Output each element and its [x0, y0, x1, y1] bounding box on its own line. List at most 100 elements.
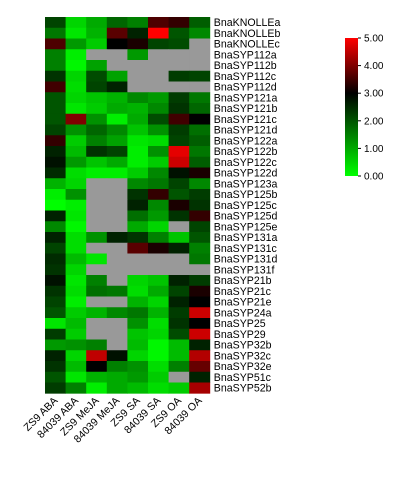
heatmap-cell — [189, 328, 211, 340]
heatmap-cell — [148, 339, 169, 351]
heatmap-cell — [86, 221, 108, 233]
heatmap-cell — [148, 296, 169, 308]
heatmap-cell — [127, 242, 149, 254]
heatmap-cell — [127, 92, 149, 104]
heatmap-cell — [65, 361, 87, 373]
row-label: BnaSYP131f — [214, 264, 275, 276]
heatmap-cell — [127, 38, 149, 50]
row-label: BnaSYP32b — [214, 340, 272, 352]
row-label: BnaSYP112d — [214, 82, 277, 94]
row-label: BnaSYP131a — [214, 232, 278, 244]
heatmap-cell — [127, 146, 149, 158]
row-label: BnaSYP121c — [214, 114, 278, 126]
heatmap-cell — [189, 146, 211, 158]
heatmap-cell — [127, 167, 149, 179]
heatmap-cell — [127, 60, 149, 72]
heatmap-cell — [45, 60, 66, 72]
heatmap-cell — [148, 210, 169, 222]
heatmap-cell — [65, 242, 87, 254]
heatmap-cell — [168, 307, 190, 319]
heatmap-cell — [65, 113, 87, 125]
heatmap-cell — [86, 382, 108, 394]
heatmap-cell — [168, 146, 190, 158]
row-label: BnaSYP51c — [214, 372, 272, 384]
heatmap-cell — [168, 113, 190, 125]
heatmap-cell — [127, 124, 149, 136]
heatmap-cell — [189, 124, 211, 136]
heatmap-cell — [106, 264, 128, 276]
heatmap-cell — [168, 92, 190, 104]
heatmap-cell — [106, 146, 128, 158]
heatmap-cell — [148, 38, 169, 50]
heatmap-cell — [86, 232, 108, 244]
heatmap-cell — [106, 361, 128, 373]
heatmap-cell — [168, 318, 190, 330]
heatmap-cell — [45, 275, 66, 287]
row-label: BnaSYP32e — [214, 361, 272, 373]
heatmap-cell — [148, 221, 169, 233]
heatmap-cell — [65, 167, 87, 179]
heatmap-cell — [189, 17, 211, 29]
heatmap-cell — [148, 382, 169, 394]
heatmap-cell — [65, 221, 87, 233]
row-label: BnaSYP121b — [214, 103, 278, 115]
heatmap-cell — [189, 113, 211, 125]
heatmap-cell — [148, 371, 169, 383]
heatmap-cell — [127, 318, 149, 330]
heatmap-cell — [65, 124, 87, 136]
heatmap-cell — [168, 328, 190, 340]
heatmap-cell — [148, 199, 169, 211]
heatmap-cell — [86, 167, 108, 179]
heatmap-cell — [189, 92, 211, 104]
heatmap-cell — [168, 17, 190, 29]
heatmap-cell — [148, 361, 169, 373]
heatmap-cell — [127, 328, 149, 340]
heatmap-cell — [86, 210, 108, 222]
heatmap-cell — [45, 253, 66, 265]
heatmap-cell — [106, 232, 128, 244]
heatmap-cell — [106, 199, 128, 211]
heatmap-cell — [65, 382, 87, 394]
heatmap-cell — [45, 350, 66, 362]
row-label: BnaSYP122a — [214, 135, 278, 147]
heatmap-cell — [45, 339, 66, 351]
heatmap-cell — [86, 371, 108, 383]
heatmap-cell — [168, 27, 190, 39]
heatmap-cell — [127, 232, 149, 244]
row-label: BnaSYP125d — [214, 211, 278, 223]
heatmap-cell — [45, 382, 66, 394]
heatmap-cell — [127, 285, 149, 297]
heatmap-cell — [65, 232, 87, 244]
heatmap-cell — [189, 81, 211, 93]
row-label: BnaSYP131c — [214, 243, 278, 255]
row-label: BnaSYP32c — [214, 350, 272, 362]
heatmap-cell — [127, 199, 149, 211]
heatmap-cell — [45, 189, 66, 201]
heatmap-cell — [86, 307, 108, 319]
heatmap-cell — [127, 103, 149, 115]
heatmap-cell — [106, 318, 128, 330]
heatmap-cell — [65, 199, 87, 211]
heatmap-cell — [86, 242, 108, 254]
heatmap-cell — [148, 328, 169, 340]
heatmap-cell — [189, 232, 211, 244]
heatmap-cell — [168, 371, 190, 383]
heatmap-cell — [127, 135, 149, 147]
heatmap-cell — [86, 199, 108, 211]
heatmap-cell — [127, 221, 149, 233]
heatmap-cell — [86, 124, 108, 136]
heatmap-cell — [86, 49, 108, 61]
heatmap-cell — [189, 253, 211, 265]
row-label: BnaSYP112c — [214, 71, 277, 83]
heatmap-cell — [189, 38, 211, 50]
heatmap-cell — [86, 103, 108, 115]
heatmap-cell — [127, 275, 149, 287]
heatmap-cell — [168, 285, 190, 297]
row-label: BnaSYP24a — [214, 307, 272, 319]
colorbar-gradient — [345, 38, 358, 176]
heatmap-cell — [168, 167, 190, 179]
heatmap-cell — [45, 199, 66, 211]
heatmap-cell — [86, 70, 108, 82]
heatmap-cell — [86, 264, 108, 276]
heatmap-cell — [148, 232, 169, 244]
